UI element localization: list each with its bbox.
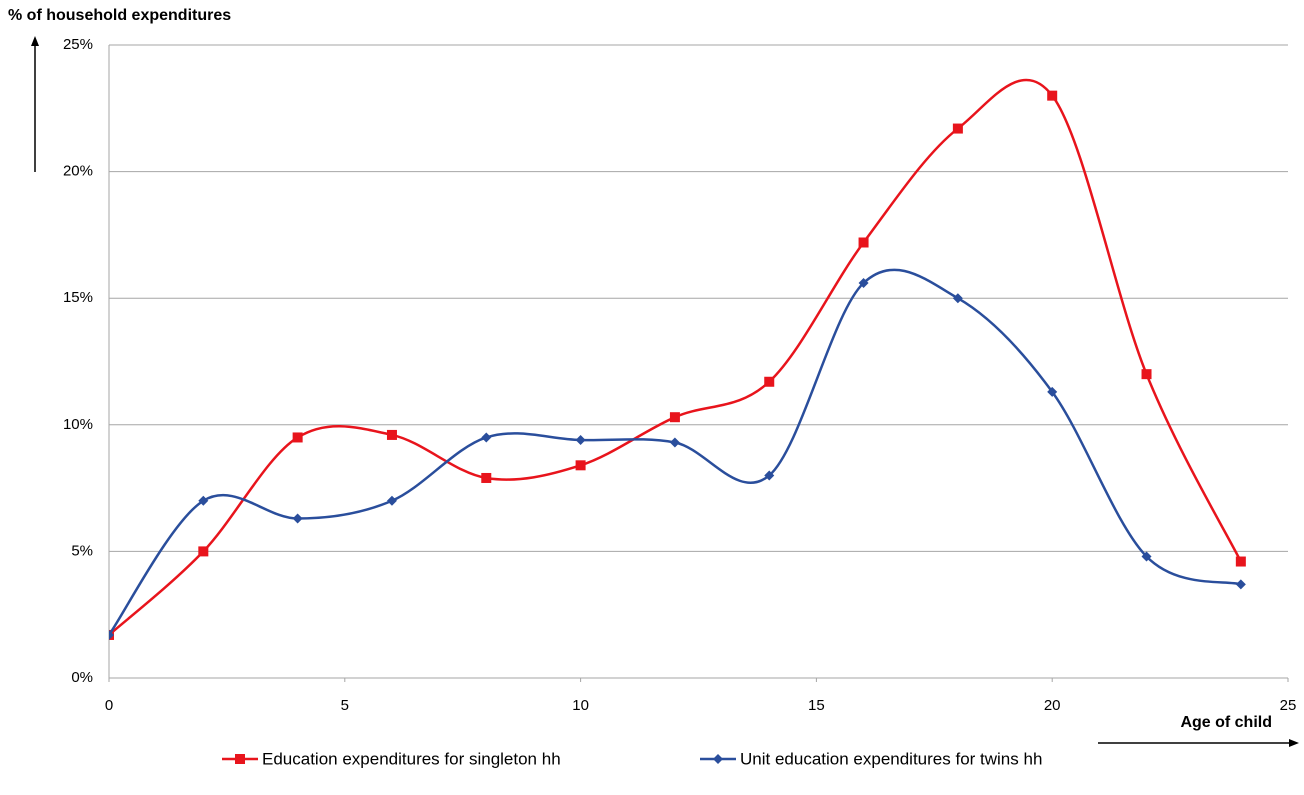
marker xyxy=(713,754,723,764)
y-tick-label: 20% xyxy=(63,163,93,180)
marker xyxy=(1141,369,1152,380)
marker xyxy=(1141,551,1152,562)
marker xyxy=(109,629,114,640)
marker xyxy=(952,293,963,304)
marker xyxy=(575,460,586,471)
y-arrow-head xyxy=(31,36,39,46)
marker xyxy=(292,513,303,524)
y-axis-label: % of household expenditures xyxy=(8,7,231,24)
legend-label: Unit education expenditures for twins hh xyxy=(740,749,1042,768)
plot-area xyxy=(109,78,1246,640)
x-arrow-head xyxy=(1289,739,1299,747)
marker xyxy=(669,412,680,423)
marker xyxy=(764,376,775,387)
y-tick-label: 0% xyxy=(71,669,93,686)
legend-label: Education expenditures for singleton hh xyxy=(262,749,561,768)
marker xyxy=(952,123,963,134)
marker xyxy=(858,278,869,289)
y-tick-label: 25% xyxy=(63,36,93,53)
marker xyxy=(669,437,680,448)
x-tick-label: 0 xyxy=(105,697,113,714)
x-tick-label: 20 xyxy=(1044,697,1061,714)
marker xyxy=(1047,90,1058,101)
marker xyxy=(858,237,869,248)
x-tick-label: 15 xyxy=(808,697,825,714)
marker xyxy=(198,546,209,557)
y-tick-label: 5% xyxy=(71,542,93,559)
x-tick-label: 5 xyxy=(341,697,349,714)
x-tick-label: 25 xyxy=(1280,697,1297,714)
marker xyxy=(1235,556,1246,567)
marker xyxy=(235,754,245,764)
marker xyxy=(386,495,397,506)
marker xyxy=(575,434,586,445)
x-axis-label: Age of child xyxy=(1180,714,1272,731)
marker xyxy=(386,429,397,440)
marker xyxy=(481,472,492,483)
marker xyxy=(481,432,492,443)
x-tick-label: 10 xyxy=(572,697,589,714)
marker xyxy=(1047,386,1058,397)
marker xyxy=(292,432,303,443)
y-tick-label: 10% xyxy=(63,416,93,433)
marker xyxy=(198,495,209,506)
y-tick-label: 15% xyxy=(63,289,93,306)
marker xyxy=(764,470,775,481)
marker xyxy=(1235,579,1246,590)
